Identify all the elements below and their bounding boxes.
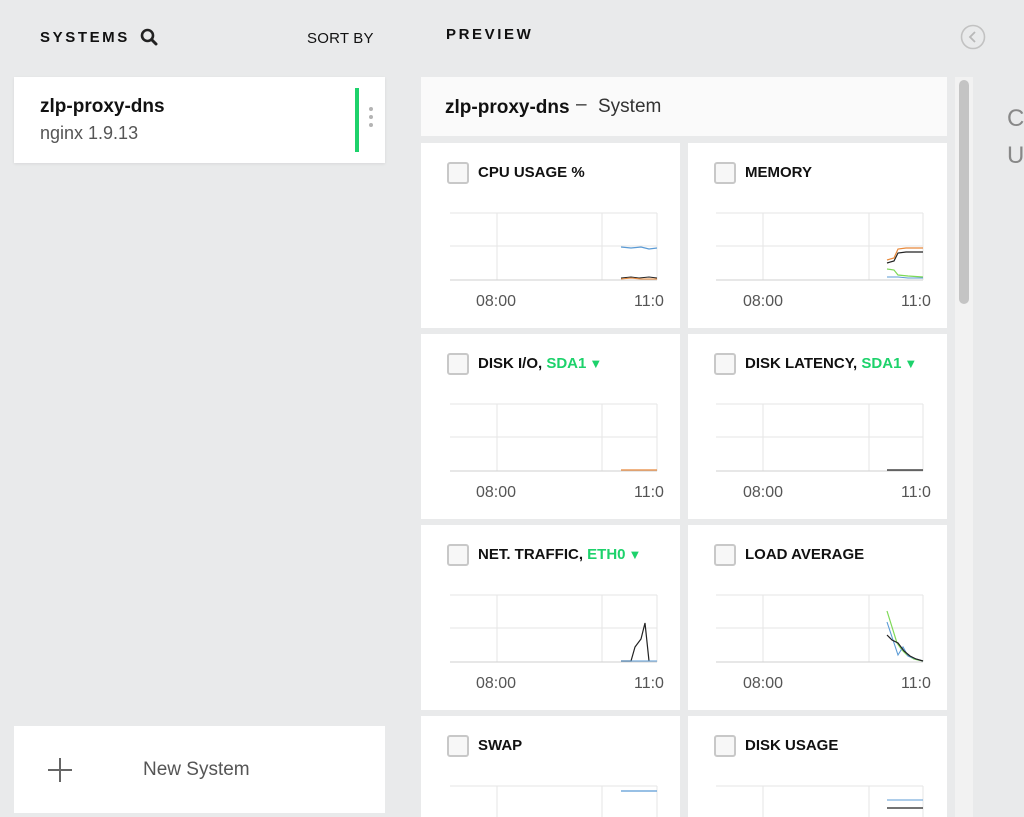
system-card[interactable]: zlp-proxy-dns nginx 1.9.13	[14, 77, 385, 163]
chart-card-memory[interactable]: MEMORY 08:00 11:0	[688, 143, 947, 328]
x-tick-label: 11:0	[634, 293, 664, 310]
caret-down-icon[interactable]: ▼	[589, 356, 603, 371]
system-version: nginx 1.9.13	[40, 123, 139, 143]
chart-plot	[450, 594, 658, 663]
caret-down-icon[interactable]: ▼	[904, 356, 918, 371]
chart-checkbox[interactable]	[714, 353, 736, 375]
chart-title: NET. TRAFFIC, ETH0 ▼	[478, 546, 642, 563]
x-tick-label: 08:00	[743, 484, 784, 501]
right-panel-partial-text: C U	[1007, 105, 1024, 169]
caret-down-icon[interactable]: ▼	[628, 547, 642, 562]
interface-selector[interactable]: ETH0	[587, 546, 626, 563]
chart-title: SWAP	[478, 737, 523, 754]
chart-plot	[450, 403, 658, 472]
chart-card-disk-io[interactable]: DISK I/O, SDA1 ▼ 08:00 11:0	[421, 334, 680, 519]
chart-title: CPU USAGE %	[478, 164, 585, 181]
new-system-button[interactable]: New System	[14, 726, 385, 813]
chart-card-load-average[interactable]: LOAD AVERAGE 08:00 11:0	[688, 525, 947, 710]
chart-checkbox[interactable]	[714, 544, 736, 566]
x-tick-label: 11:0	[901, 293, 931, 310]
device-selector[interactable]: SDA1	[861, 355, 902, 372]
sort-by-button[interactable]: SORT BY	[307, 30, 374, 47]
x-tick-label: 08:00	[476, 675, 517, 692]
x-tick-label: 08:00	[743, 293, 784, 310]
chart-card-net-traffic[interactable]: NET. TRAFFIC, ETH0 ▼ 08:00 11:0	[421, 525, 680, 710]
x-tick-label: 11:0	[901, 484, 931, 501]
chart-title: DISK LATENCY, SDA1 ▼	[745, 355, 918, 372]
chart-title: DISK I/O, SDA1 ▼	[478, 355, 603, 372]
x-tick-label: 11:0	[901, 675, 931, 692]
plus-icon	[48, 758, 72, 782]
chart-plot	[450, 212, 658, 281]
systems-title: SYSTEMS	[40, 28, 130, 46]
chart-checkbox[interactable]	[447, 735, 469, 757]
system-name: zlp-proxy-dns	[40, 96, 165, 117]
chart-title: LOAD AVERAGE	[745, 546, 865, 563]
chart-plot	[716, 403, 924, 472]
status-indicator	[355, 88, 359, 152]
new-system-label: New System	[143, 759, 250, 780]
systems-header: SYSTEMS	[40, 28, 158, 46]
chart-checkbox[interactable]	[714, 735, 736, 757]
chart-card-swap[interactable]: SWAP	[421, 716, 680, 817]
chart-checkbox[interactable]	[447, 162, 469, 184]
preview-title: PREVIEW	[446, 26, 534, 43]
more-vertical-icon[interactable]	[368, 107, 374, 133]
chart-plot	[716, 785, 924, 817]
chart-plot	[716, 212, 924, 281]
preview-subtitle: System	[598, 96, 662, 117]
chart-checkbox[interactable]	[447, 544, 469, 566]
collapse-left-icon[interactable]	[960, 24, 986, 50]
chart-plot	[716, 594, 924, 663]
x-tick-label: 11:0	[634, 675, 664, 692]
chart-card-disk-usage[interactable]: DISK USAGE	[688, 716, 947, 817]
scrollbar-thumb[interactable]	[959, 80, 969, 304]
chart-title: DISK USAGE	[745, 737, 839, 754]
x-tick-label: 08:00	[743, 675, 784, 692]
x-tick-label: 08:00	[476, 484, 517, 501]
chart-plot	[450, 785, 658, 817]
x-tick-label: 08:00	[476, 293, 517, 310]
preview-separator: –	[576, 94, 587, 115]
chart-checkbox[interactable]	[714, 162, 736, 184]
preview-system-name: zlp-proxy-dns	[445, 97, 570, 118]
preview-header-bar: zlp-proxy-dns – System	[421, 77, 947, 136]
chart-card-cpu-usage[interactable]: CPU USAGE % 08:00 11:0	[421, 143, 680, 328]
chart-card-disk-latency[interactable]: DISK LATENCY, SDA1 ▼ 08:00 11:0	[688, 334, 947, 519]
chart-checkbox[interactable]	[447, 353, 469, 375]
search-icon[interactable]	[140, 28, 158, 46]
device-selector[interactable]: SDA1	[546, 355, 587, 372]
chart-title: MEMORY	[745, 164, 812, 181]
x-tick-label: 11:0	[634, 484, 664, 501]
